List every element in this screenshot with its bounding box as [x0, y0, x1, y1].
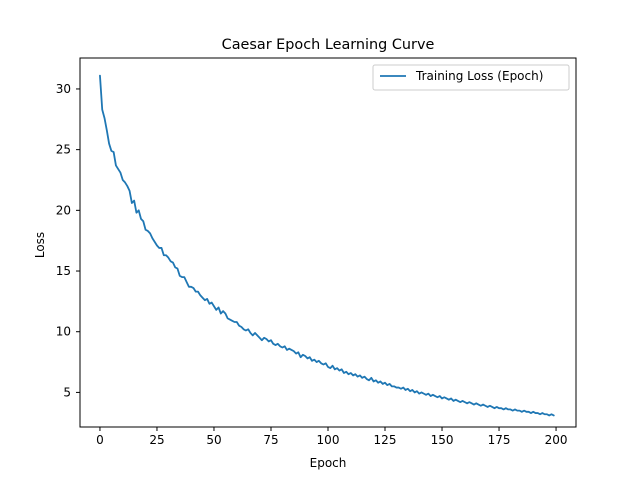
x-tick-label: 175	[488, 433, 511, 447]
y-tick-label: 25	[56, 143, 71, 157]
y-axis-label: Loss	[33, 232, 47, 258]
x-tick-label: 125	[374, 433, 397, 447]
y-tick-label: 30	[56, 82, 71, 96]
series-line-0	[99, 74, 555, 417]
axes: 0 25 50 75 100 125 150 175 200 5 10 15 20 25 30	[56, 57, 577, 447]
x-axis-label: Epoch	[310, 456, 347, 470]
x-tick-label: 100	[317, 433, 340, 447]
y-tick-label: 15	[56, 264, 71, 278]
legend-box	[372, 64, 570, 91]
chart-title: Caesar Epoch Learning Curve	[222, 37, 435, 53]
x-tick-label: 150	[431, 433, 454, 447]
legend: Training Loss (Epoch)	[372, 64, 570, 91]
x-tick-label: 0	[96, 433, 104, 447]
y-tick-label: 20	[56, 203, 71, 217]
x-tick-label: 200	[545, 433, 568, 447]
x-tick-label: 50	[206, 433, 221, 447]
x-tick-label: 25	[149, 433, 164, 447]
y-tick-label: 10	[56, 325, 71, 339]
legend-label: Training Loss (Epoch)	[415, 69, 543, 83]
x-tick-label: 75	[263, 433, 278, 447]
y-tick-label: 5	[63, 385, 71, 399]
plot-area	[99, 74, 555, 417]
